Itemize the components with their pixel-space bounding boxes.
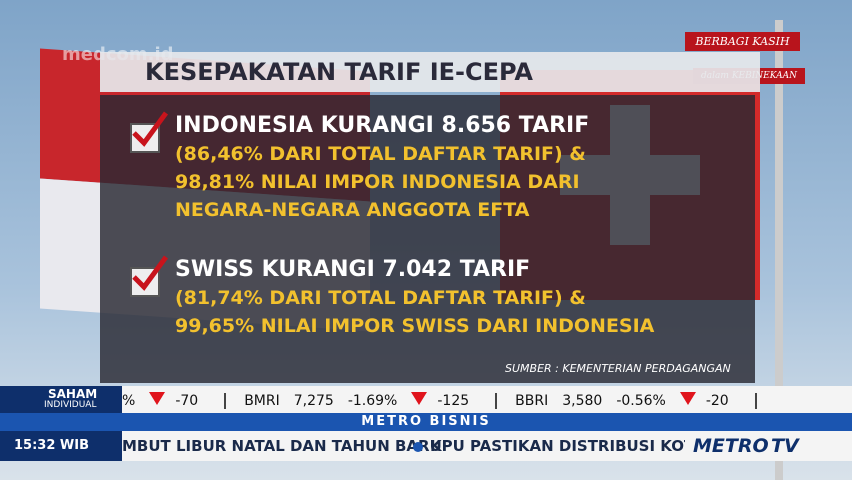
item-line: 98,81% NILAI IMPOR INDONESIA DARI (175, 171, 580, 193)
content-panel (100, 95, 755, 383)
channel-logo: METRO TV (685, 431, 815, 461)
time: 15:32 WIB (14, 438, 89, 453)
separator (754, 392, 757, 409)
down-arrow (149, 392, 166, 405)
down-arrow (679, 392, 696, 405)
item-line: (81,74% DARI TOTAL DAFTAR TARIF) & (175, 287, 586, 309)
stock-pct: % (122, 393, 136, 409)
stock-change: -20 (705, 393, 729, 409)
stock-pct: -1.69% (347, 393, 398, 409)
check-icon (132, 111, 169, 147)
item-heading: INDONESIA KURANGI 8.656 TARIF (175, 113, 590, 138)
check-icon (132, 255, 169, 291)
stock-code: BMRI (244, 393, 280, 409)
ticker-label: INDIVIDUAL (44, 400, 97, 410)
checkmark (130, 255, 169, 297)
stock-change: -125 (437, 393, 470, 409)
item-heading: SWISS KURANGI 7.042 TARIF (175, 257, 531, 282)
item-line: 99,65% NILAI IMPOR SWISS DARI INDONESIA (175, 315, 655, 337)
ticker: % -70 BMRI 7,275 -1.69% -125 BBRI 3,580 -0.56% -2… (122, 386, 852, 413)
stock-pct: -0.56% (616, 393, 666, 409)
stock-price: 7,275 (293, 393, 334, 409)
title: KESEPAKATAN TARIF IE-CEPA (145, 58, 533, 86)
checkmark (130, 111, 169, 153)
flag-pole (775, 20, 783, 480)
title-bar (100, 52, 760, 92)
stock-price: 3,580 (562, 393, 603, 409)
badge-line: BERBAGI KASIH (685, 32, 800, 51)
stock-change: -70 (175, 393, 199, 409)
down-arrow (411, 392, 428, 405)
stock-code: BBRI (515, 393, 549, 409)
news-dot (413, 442, 423, 452)
channel-name: TV (771, 435, 799, 457)
separator (224, 392, 227, 409)
channel-name: METRO (693, 435, 769, 457)
source: SUMBER : KEMENTERIAN PERDAGANGAN (505, 362, 731, 375)
ticker-label-box: SAHAM INDIVIDUAL (0, 386, 122, 413)
item-line: NEGARA-NEGARA ANGGOTA EFTA (175, 199, 530, 221)
news-item: KPU PASTIKAN DISTRIBUSI KOTAK S (430, 437, 733, 455)
program: METRO BISNIS (361, 414, 491, 429)
ticker-label: SAHAM (48, 387, 98, 401)
time-box (0, 431, 122, 461)
separator (495, 392, 498, 409)
news-item: MBUT LIBUR NATAL DAN TAHUN BARU (122, 437, 442, 455)
program-bar (0, 413, 852, 431)
item-line: (86,46% DARI TOTAL DAFTAR TARIF) & (175, 143, 586, 165)
